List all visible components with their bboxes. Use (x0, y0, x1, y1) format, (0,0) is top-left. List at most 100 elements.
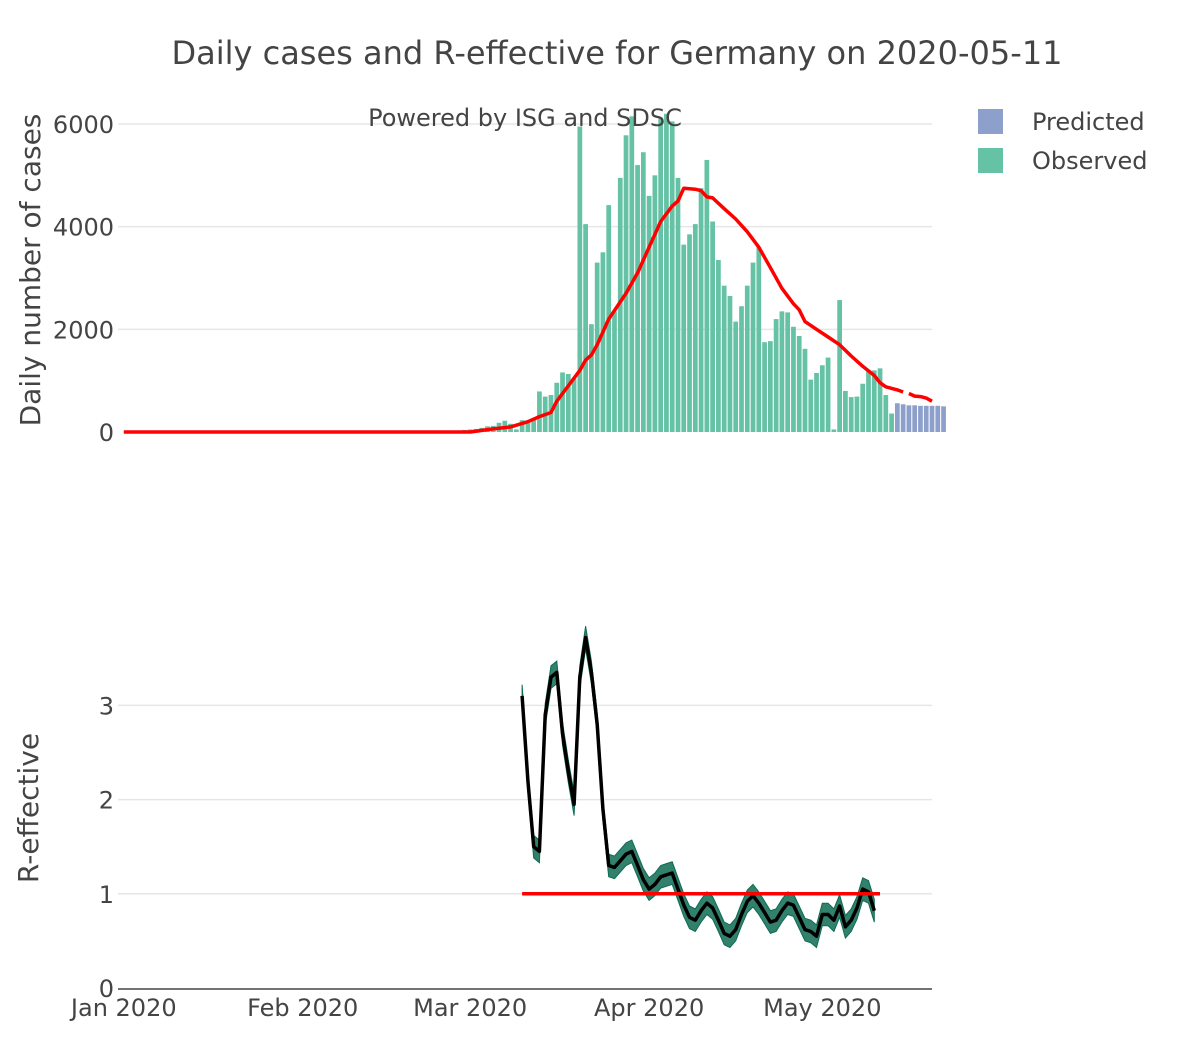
legend-swatch-predicted (978, 109, 1003, 134)
chart-title: Daily cases and R-effective for Germany … (171, 34, 1062, 72)
smoothed-cases-line (908, 391, 933, 403)
observed-bar (860, 383, 866, 432)
observed-bar (877, 368, 883, 432)
observed-bar (675, 177, 681, 432)
observed-bar (583, 224, 588, 432)
observed-bar (854, 396, 860, 432)
observed-bar (612, 311, 617, 432)
observed-bar (692, 224, 698, 432)
observed-bar (664, 113, 669, 432)
top-smoothed-lines (123, 186, 933, 434)
observed-bar (577, 126, 583, 433)
top-y-axis-label: Daily number of cases (14, 114, 47, 427)
x-tick-label: Feb 2020 (247, 994, 358, 1022)
observed-bar (629, 116, 635, 433)
observed-bar (531, 419, 537, 432)
observed-bar (791, 326, 796, 432)
observed-bar (560, 372, 565, 432)
predicted-bar (929, 405, 935, 432)
observed-bar (848, 397, 854, 432)
legend-label-observed: Observed (1032, 147, 1147, 175)
observed-bar (652, 175, 658, 433)
predicted-bar (935, 405, 941, 432)
observed-bar (623, 135, 629, 432)
top-y-ticks: 0 2000 4000 6000 (53, 111, 114, 447)
predicted-bar (894, 403, 900, 432)
observed-bar (733, 321, 739, 432)
observed-bar (519, 420, 525, 432)
observed-bar (796, 336, 802, 432)
observed-bar (646, 195, 652, 432)
observed-bar (756, 247, 762, 432)
observed-bar (565, 373, 571, 432)
predicted-bar (918, 405, 923, 432)
observed-bar (762, 342, 767, 432)
top-bars (438, 113, 946, 433)
top-gridlines (118, 123, 932, 331)
observed-bar (802, 348, 808, 432)
observed-bar (698, 188, 704, 432)
smoothed-cases-line (123, 186, 904, 434)
observed-bar (687, 234, 692, 432)
observed-bar (704, 159, 710, 432)
observed-bar (721, 285, 727, 432)
observed-bar (658, 118, 664, 432)
observed-bar (837, 300, 842, 432)
x-tick-label: Jan 2020 (69, 994, 177, 1022)
observed-bar (571, 378, 577, 432)
predicted-bar (906, 405, 912, 432)
observed-bar (819, 365, 825, 432)
x-tick-label: Mar 2020 (413, 994, 527, 1022)
bottom-lines (520, 626, 880, 949)
predicted-bar (900, 404, 906, 432)
x-tick-label: May 2020 (763, 994, 881, 1022)
observed-bar (814, 372, 819, 432)
observed-bar (589, 324, 594, 432)
top-y-tick-label: 4000 (53, 214, 114, 242)
bottom-y-axis-label: R-effective (12, 733, 45, 883)
observed-bar (513, 429, 519, 432)
observed-bar (710, 221, 715, 432)
top-y-tick-label: 0 (99, 419, 114, 447)
observed-bar (825, 357, 831, 432)
observed-bar (600, 252, 606, 432)
observed-bar (871, 370, 877, 432)
observed-bar (681, 244, 687, 432)
observed-bar (866, 371, 871, 432)
bottom-y-tick-label: 3 (99, 692, 114, 720)
predicted-bar (941, 406, 946, 432)
observed-bar (635, 165, 640, 433)
observed-bar (883, 395, 889, 432)
chart-annotation: Powered by ISG and SDSC (368, 104, 682, 132)
observed-bar (785, 312, 791, 432)
x-axis-ticks: Jan 2020 Feb 2020 Mar 2020 Apr 2020 May 2020 (69, 994, 882, 1022)
observed-bar (773, 319, 779, 432)
bottom-y-tick-label: 1 (99, 881, 114, 909)
x-tick-label: Apr 2020 (594, 994, 704, 1022)
observed-bar (554, 382, 560, 432)
observed-bar (640, 152, 646, 432)
observed-bar (727, 295, 733, 432)
observed-bar (750, 262, 756, 432)
observed-bar (716, 260, 721, 432)
bottom-y-ticks: 0 1 2 3 (99, 692, 114, 1003)
observed-bar (889, 413, 894, 432)
top-y-tick-label: 2000 (53, 316, 114, 344)
observed-bar (537, 391, 542, 432)
legend-swatch-observed (978, 148, 1003, 173)
observed-bar (739, 306, 744, 432)
bottom-y-tick-label: 2 (99, 787, 114, 815)
observed-bar (831, 429, 837, 432)
observed-bar (808, 379, 814, 432)
legend: Predicted Observed (978, 108, 1147, 175)
bottom-y-tick-label: 0 (99, 975, 114, 1003)
observed-bar (669, 121, 675, 432)
observed-bar (744, 285, 750, 432)
observed-bar (767, 341, 773, 432)
observed-bar (525, 422, 531, 432)
predicted-bar (912, 405, 918, 432)
observed-bar (779, 311, 785, 432)
r-effective-line (520, 635, 876, 938)
top-y-tick-label: 6000 (53, 111, 114, 139)
